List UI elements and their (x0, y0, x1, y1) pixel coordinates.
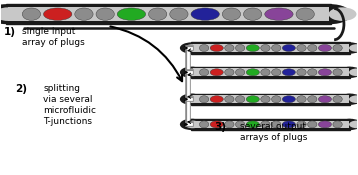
Ellipse shape (75, 8, 93, 20)
Ellipse shape (333, 69, 342, 76)
Ellipse shape (0, 4, 26, 24)
Ellipse shape (282, 44, 295, 51)
Ellipse shape (96, 8, 114, 20)
Ellipse shape (180, 67, 203, 78)
Ellipse shape (271, 44, 281, 51)
Ellipse shape (185, 121, 200, 128)
Ellipse shape (297, 96, 306, 103)
Ellipse shape (282, 121, 295, 128)
Bar (192, 119, 350, 130)
Ellipse shape (339, 67, 358, 78)
Ellipse shape (308, 69, 317, 76)
Ellipse shape (236, 44, 245, 51)
Ellipse shape (339, 94, 358, 105)
Ellipse shape (318, 44, 332, 51)
Ellipse shape (318, 96, 332, 103)
Ellipse shape (339, 119, 358, 130)
Ellipse shape (271, 96, 281, 103)
Ellipse shape (22, 8, 40, 20)
Ellipse shape (225, 121, 234, 128)
Ellipse shape (296, 8, 314, 20)
Ellipse shape (333, 96, 342, 103)
Ellipse shape (243, 8, 262, 20)
Bar (193, 68, 349, 76)
Ellipse shape (308, 96, 317, 103)
Ellipse shape (261, 96, 270, 103)
Ellipse shape (271, 121, 281, 128)
Ellipse shape (349, 44, 358, 52)
Text: splitting
via several
microfluidic
T-junctions: splitting via several microfluidic T-jun… (43, 84, 97, 126)
Text: single input
array of plugs: single input array of plugs (22, 27, 85, 47)
Ellipse shape (210, 69, 223, 76)
Ellipse shape (297, 121, 306, 128)
Ellipse shape (297, 44, 306, 51)
Ellipse shape (236, 96, 245, 103)
Ellipse shape (271, 69, 281, 76)
Ellipse shape (170, 8, 188, 20)
Ellipse shape (210, 44, 223, 51)
Ellipse shape (246, 121, 259, 128)
Ellipse shape (265, 8, 293, 20)
Ellipse shape (0, 7, 22, 21)
Ellipse shape (225, 69, 234, 76)
Ellipse shape (282, 96, 295, 103)
Ellipse shape (222, 8, 241, 20)
Ellipse shape (199, 69, 209, 76)
Ellipse shape (308, 44, 317, 51)
Ellipse shape (246, 44, 259, 51)
Ellipse shape (297, 69, 306, 76)
Bar (192, 94, 350, 105)
Ellipse shape (180, 119, 203, 130)
Text: 3): 3) (215, 122, 227, 132)
Bar (8, 7, 329, 21)
Ellipse shape (318, 121, 332, 128)
Bar (6, 4, 330, 24)
Ellipse shape (329, 7, 357, 21)
Bar (192, 42, 350, 54)
Bar (193, 95, 349, 103)
Ellipse shape (180, 94, 203, 105)
Ellipse shape (236, 121, 245, 128)
Ellipse shape (191, 8, 219, 20)
Ellipse shape (246, 96, 259, 103)
Ellipse shape (349, 68, 358, 76)
Ellipse shape (225, 96, 234, 103)
Ellipse shape (236, 69, 245, 76)
Ellipse shape (349, 121, 358, 128)
Ellipse shape (43, 8, 72, 20)
Ellipse shape (261, 121, 270, 128)
Bar (192, 67, 350, 78)
Ellipse shape (308, 121, 317, 128)
Ellipse shape (199, 121, 209, 128)
Ellipse shape (199, 96, 209, 103)
Ellipse shape (185, 68, 200, 76)
Ellipse shape (246, 69, 259, 76)
Ellipse shape (180, 42, 203, 54)
Ellipse shape (185, 44, 200, 52)
Ellipse shape (318, 69, 332, 76)
Ellipse shape (310, 4, 351, 24)
Ellipse shape (261, 44, 270, 51)
Bar (193, 44, 349, 52)
Ellipse shape (185, 95, 200, 103)
Ellipse shape (333, 44, 342, 51)
Ellipse shape (333, 121, 342, 128)
Ellipse shape (117, 8, 146, 20)
Ellipse shape (225, 44, 234, 51)
Ellipse shape (210, 96, 223, 103)
Text: 2): 2) (15, 84, 27, 94)
Text: several output
arrays of plugs: several output arrays of plugs (240, 122, 307, 142)
Ellipse shape (261, 69, 270, 76)
Bar (193, 121, 349, 128)
Ellipse shape (210, 121, 223, 128)
Ellipse shape (349, 95, 358, 103)
Ellipse shape (199, 44, 209, 51)
Text: 1): 1) (4, 27, 16, 37)
Ellipse shape (149, 8, 167, 20)
Ellipse shape (339, 42, 358, 54)
Ellipse shape (282, 69, 295, 76)
